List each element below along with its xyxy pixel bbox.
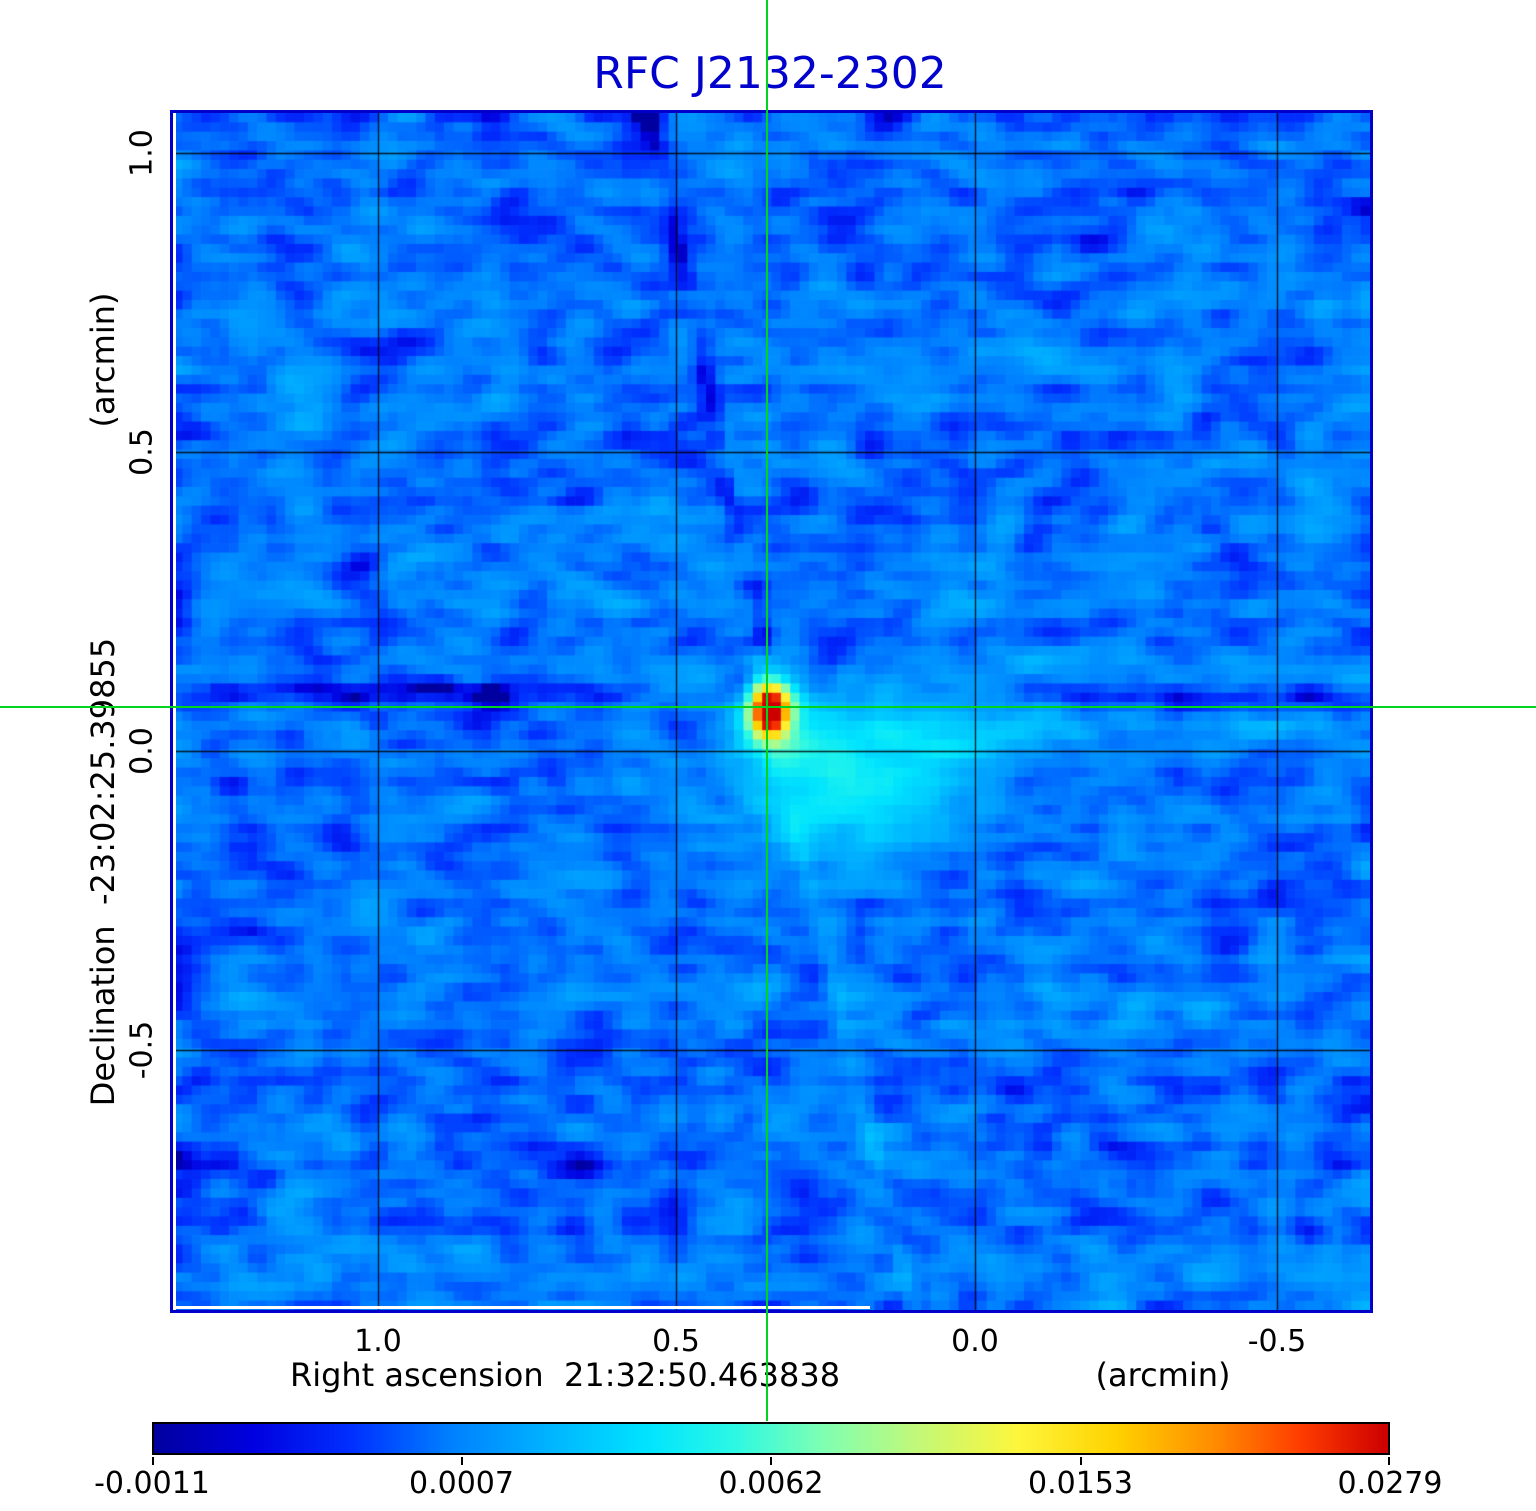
y-tick-label: 0.0: [124, 727, 160, 775]
colorbar-tick: [460, 1457, 463, 1465]
y-tick-label: 0.5: [124, 428, 160, 476]
sky-map-heatmap-canvas: [173, 113, 1370, 1310]
x-axis-unit-label: (arcmin): [1095, 1356, 1231, 1394]
crosshair-horizontal-line: [0, 706, 1536, 708]
x-tick-label: 0.0: [951, 1324, 999, 1359]
colorbar-gradient-canvas: [154, 1424, 1388, 1453]
y-axis-name-label: Declination -23:02:25.39855: [84, 637, 122, 1107]
x-tick-label: 0.5: [652, 1324, 700, 1359]
colorbar-tick-label: 0.0279: [1337, 1466, 1443, 1501]
white-edge-artifact-left: [173, 113, 176, 1310]
colorbar: [152, 1422, 1390, 1455]
colorbar-tick: [152, 1457, 154, 1465]
y-tick-label: 1.0: [124, 129, 160, 177]
x-axis-name-label: Right ascension 21:32:50.463838: [289, 1356, 841, 1394]
y-tick-label: -0.5: [124, 1020, 160, 1080]
colorbar-tick: [1388, 1457, 1390, 1465]
sky-map-panel: [170, 110, 1373, 1313]
colorbar-tick-label: 0.0062: [718, 1466, 824, 1501]
page-title: RFC J2132-2302: [593, 48, 947, 99]
y-axis-unit-label: (arcmin): [84, 292, 122, 428]
crosshair-vertical-line: [766, 0, 768, 1421]
white-edge-artifact-bottom: [173, 1306, 870, 1309]
colorbar-tick: [1079, 1457, 1082, 1465]
colorbar-tick-label: -0.0011: [94, 1466, 210, 1501]
colorbar-tick: [770, 1457, 772, 1465]
x-tick-label: -0.5: [1247, 1324, 1307, 1359]
colorbar-tick-label: 0.0153: [1028, 1466, 1133, 1501]
colorbar-tick-label: 0.0007: [409, 1466, 514, 1501]
x-tick-label: 1.0: [354, 1324, 402, 1359]
